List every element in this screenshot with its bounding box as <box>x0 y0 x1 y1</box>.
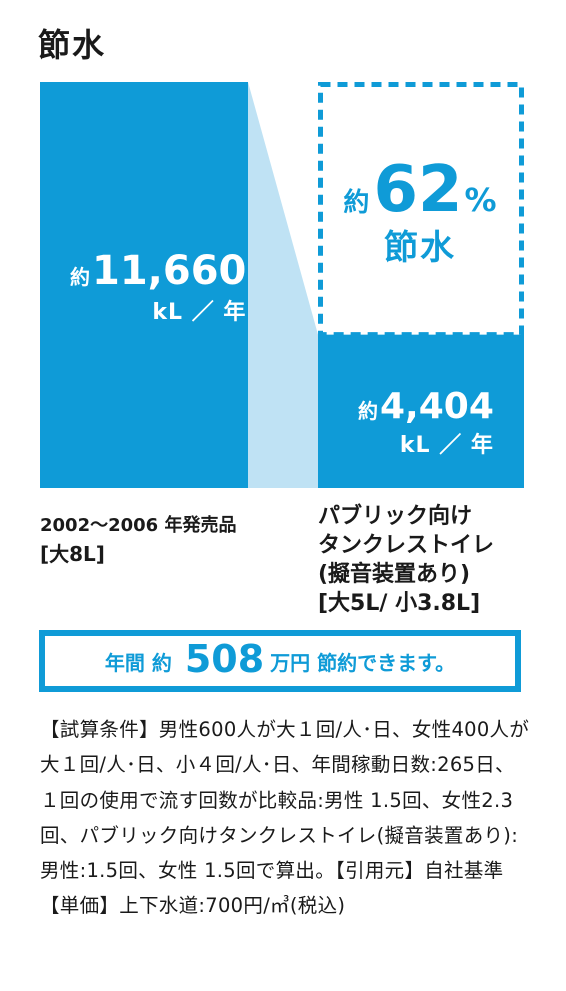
banner-suffix: 万円 節約できます。 <box>270 650 456 675</box>
bar-connector <box>248 82 318 488</box>
approx-label: 約 <box>358 399 378 423</box>
bar-new-value-label: 約 4,404 kL ／ 年 <box>358 386 494 459</box>
category-label-new: パブリック向け タンクレストイレ (擬音装置あり) [大5L/ 小3.8L] <box>318 502 494 618</box>
savings-number: 62 <box>373 153 463 227</box>
savings-approx: 約 <box>343 188 370 218</box>
bar-new-unit: kL ／ 年 <box>399 433 494 458</box>
banner-prefix: 年間 約 <box>104 650 179 675</box>
bar-tankless-toilet <box>318 334 524 488</box>
savings-label: 節水 <box>384 228 456 268</box>
banner-amount: 508 <box>184 637 265 681</box>
bar-old-value-label: 約 11,660 kL ／ 年 <box>70 248 246 326</box>
category-new-line1: パブリック向け <box>318 504 473 529</box>
bar-old-value: 11,660 <box>92 248 247 294</box>
bar-chart <box>40 82 524 488</box>
category-old-line1: 2002〜2006 年発売品 <box>40 515 237 536</box>
bar-new-value: 4,404 <box>380 386 494 427</box>
category-new-line3: (擬音装置あり) <box>318 562 471 587</box>
annual-savings-banner: 年間 約 508 万円 節約できます。 <box>39 630 521 692</box>
approx-label: 約 <box>70 265 90 289</box>
category-old-line2: [大8L] <box>40 542 105 566</box>
savings-percent-sign: % <box>464 181 497 219</box>
bar-old-toilet <box>40 82 248 488</box>
category-new-line2: タンクレストイレ <box>318 533 495 558</box>
savings-dashed-box <box>318 82 524 338</box>
bar-old-unit: kL ／ 年 <box>152 300 247 325</box>
page-title: 節水 <box>38 26 107 64</box>
category-label-old: 2002〜2006 年発売品 [大8L] <box>40 512 236 568</box>
category-new-line4: [大5L/ 小3.8L] <box>318 591 481 616</box>
calculation-conditions-note: 【試算条件】男性600人が大１回/人･日、女性400人が大１回/人･日、小４回/… <box>40 718 530 918</box>
savings-callout: 約 62 % 節水 <box>318 150 522 330</box>
